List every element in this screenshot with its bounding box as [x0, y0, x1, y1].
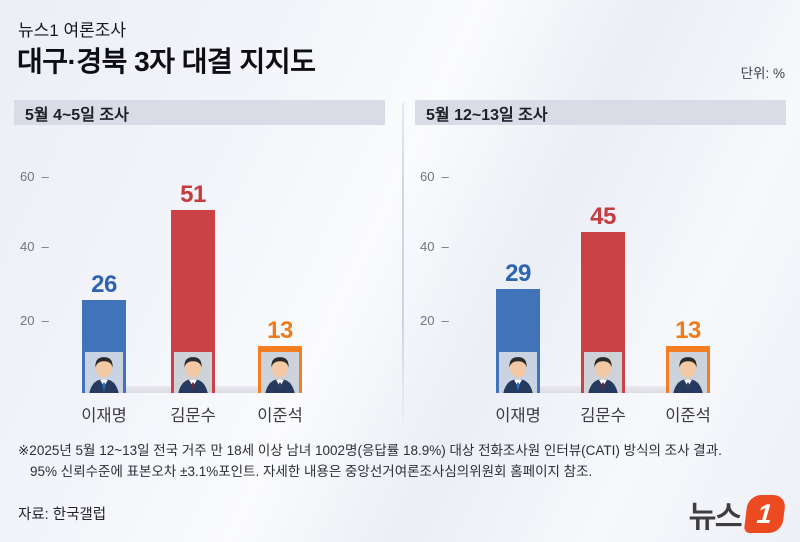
chart2-bar-kimmoonsoo: 45 [581, 203, 625, 393]
chart2-ytick-20: 20– [420, 313, 449, 328]
chart2-ytick-40: 40– [420, 239, 449, 254]
candidate-photo [85, 352, 123, 393]
candidate-photo [261, 352, 299, 393]
candidate-photo [584, 352, 622, 393]
category-label: 김문수 [170, 407, 216, 425]
bar-value: 51 [180, 181, 206, 208]
chart1-bar-leejaemyung: 26 [82, 271, 126, 393]
panel-divider [402, 103, 404, 423]
category-label: 이준석 [257, 407, 303, 425]
chart2-bar-leejaemyung: 29 [496, 260, 540, 393]
chart1-ytick-20: 20– [20, 313, 49, 328]
chart1-ytick-60: 60– [20, 169, 49, 184]
page-title: 대구·경북 3자 대결 지지도 [17, 46, 316, 77]
chart1-header: 5월 4~5일 조사 [14, 100, 385, 125]
chart1-ytick-40: 40– [20, 239, 49, 254]
source-label: 자료: 한국갤럽 [18, 507, 107, 523]
chart2-title: 5월 12~13일 조사 [426, 106, 548, 124]
candidate-photo [499, 352, 537, 393]
category-label: 이준석 [665, 407, 711, 425]
chart2-ytick-60: 60– [420, 169, 449, 184]
candidate-photo [669, 352, 707, 393]
unit-label: 단위: % [740, 66, 785, 81]
kicker: 뉴스1 여론조사 [18, 21, 127, 40]
category-label: 이재명 [495, 407, 541, 425]
bar-value: 13 [267, 317, 293, 344]
chart1-title: 5월 4~5일 조사 [25, 106, 129, 124]
footnote: ※2025년 5월 12~13일 전국 거주 만 18세 이상 남녀 1002명… [18, 440, 722, 482]
bar-value: 45 [590, 203, 616, 230]
bar-value: 26 [91, 271, 117, 298]
bar-value: 13 [675, 317, 701, 344]
footnote-line2: 95% 신뢰수준에 표본오차 ±3.1%포인트. 자세한 내용은 중앙선거여론조… [30, 464, 593, 479]
chart2-header: 5월 12~13일 조사 [415, 100, 786, 125]
category-label: 이재명 [81, 407, 127, 425]
category-label: 김문수 [580, 407, 626, 425]
news1-logo-text: 뉴스 [688, 501, 743, 534]
news1-logo: 뉴스 1 [688, 492, 787, 536]
news1-logo-badge: 1 [743, 495, 787, 533]
candidate-photo [174, 352, 212, 393]
chart1-bar-leejunseok: 13 [258, 317, 302, 393]
chart1-bar-kimmoonsoo: 51 [171, 181, 215, 393]
footnote-line1: ※2025년 5월 12~13일 전국 거주 만 18세 이상 남녀 1002명… [18, 443, 722, 458]
chart2-bar-leejunseok: 13 [666, 317, 710, 393]
bar-value: 29 [505, 260, 531, 287]
